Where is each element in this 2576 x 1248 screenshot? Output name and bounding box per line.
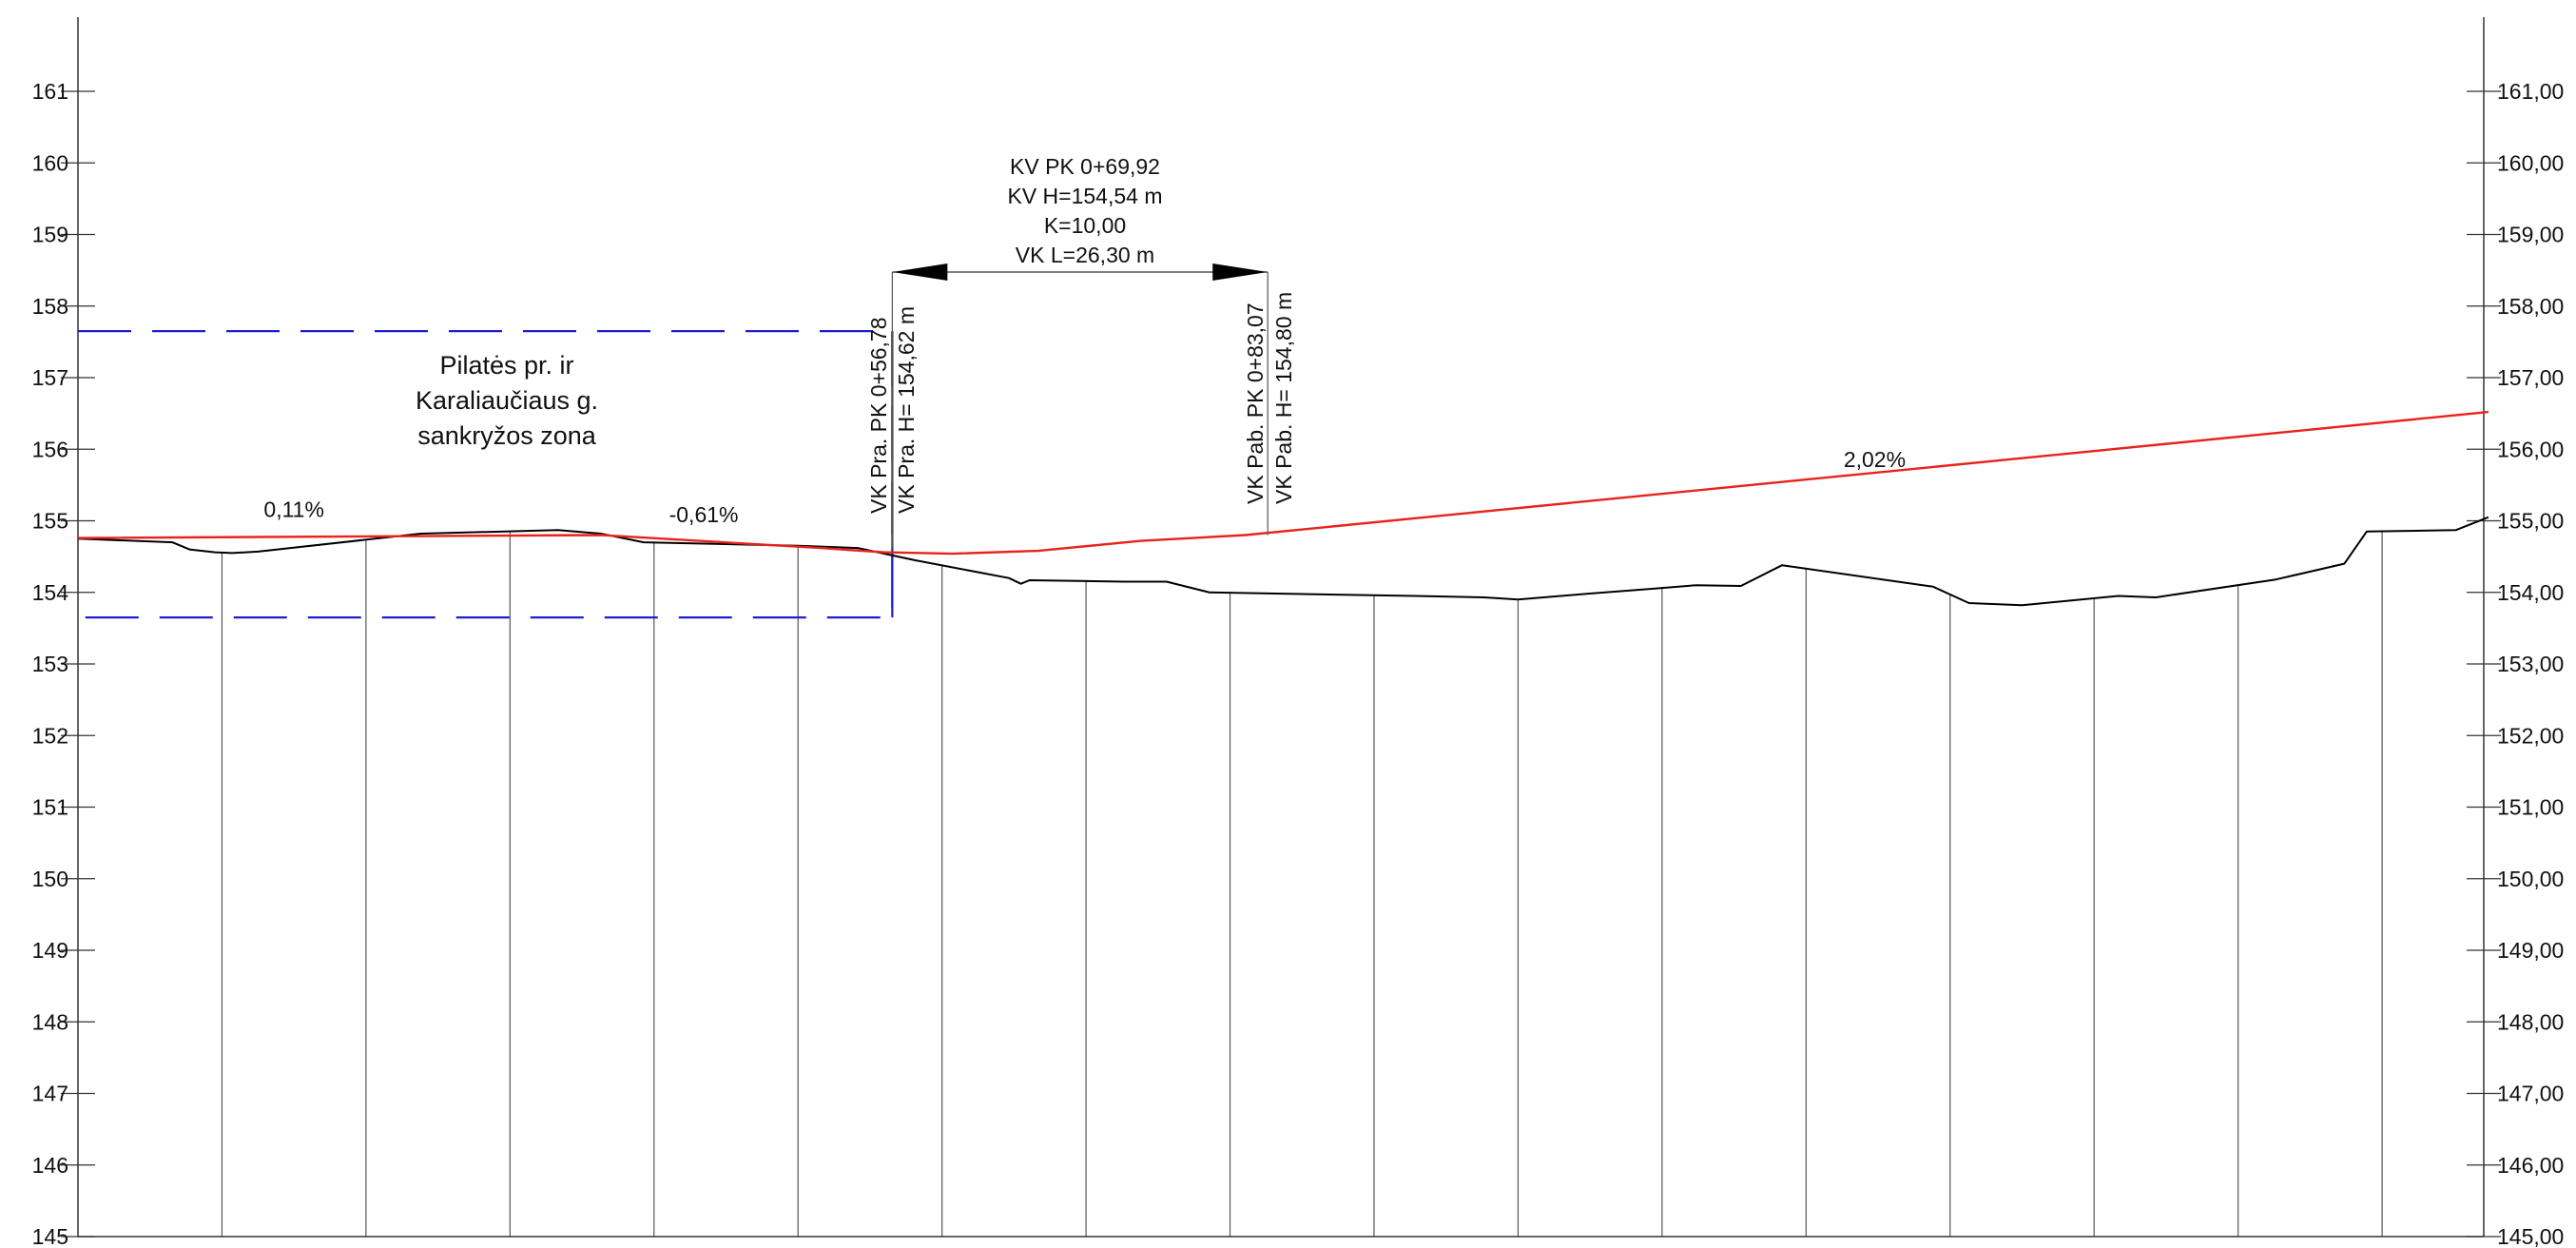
zone-label-line-1: Pilatės pr. ir <box>439 351 573 380</box>
left-tick-label: 147 <box>32 1082 68 1106</box>
left-tick-label: 146 <box>32 1153 68 1178</box>
left-tick-label: 156 <box>32 437 68 461</box>
zone-boundary-dashed <box>78 329 894 619</box>
curve-info-line-1: KV PK 0+69,92 <box>1010 154 1160 179</box>
station-grid <box>221 531 2383 1237</box>
grade-labels: 0,11% -0,61% 2,02% <box>263 447 1906 527</box>
left-tick-label: 153 <box>32 652 68 676</box>
axes: 145 146 147 148 149 150 151 152 153 154 155 156 157 1… <box>32 17 2564 1248</box>
left-tick-label: 161 <box>32 79 68 104</box>
left-tick-label: 158 <box>32 294 68 319</box>
dimension-arrow-left <box>892 263 948 281</box>
curve-start-station-label: VK Pra. PK 0+56,78 <box>866 318 891 515</box>
left-tick-label: 159 <box>32 223 68 247</box>
curve-info-line-2: KV H=154,54 m <box>1007 184 1162 208</box>
right-tick-label: 149,00 <box>2497 938 2564 963</box>
right-tick-label: 156,00 <box>2497 437 2564 461</box>
grade-label: -0,61% <box>669 502 739 527</box>
right-tick-label: 152,00 <box>2497 723 2564 748</box>
grade-label: 2,02% <box>1844 447 1906 472</box>
left-tick-label: 150 <box>32 867 68 891</box>
right-tick-label: 151,00 <box>2497 795 2564 820</box>
existing-ground-line <box>77 516 2489 607</box>
profile-lines <box>77 410 2489 607</box>
vertical-curve-annotation: KV PK 0+69,92 KV H=154,54 m K=10,00 VK L… <box>866 154 1296 549</box>
left-tick-label: 157 <box>32 365 68 390</box>
right-tick-label: 155,00 <box>2497 509 2564 534</box>
design-grade-line <box>77 410 2489 556</box>
curve-info-line-4: VK L=26,30 m <box>1016 243 1154 267</box>
left-tick-label: 154 <box>32 580 69 605</box>
right-tick-label: 161,00 <box>2497 79 2564 104</box>
right-tick-label: 160,00 <box>2497 150 2564 175</box>
left-tick-label: 148 <box>32 1009 68 1034</box>
zone-label-line-3: sankryžos zona <box>417 421 597 450</box>
left-tick-label: 145 <box>32 1224 68 1248</box>
right-tick-label: 150,00 <box>2497 867 2564 891</box>
right-tick-label: 159,00 <box>2497 223 2564 247</box>
intersection-zone: Pilatės pr. ir Karaliaučiaus g. sankryžo… <box>78 329 894 619</box>
left-tick-label: 155 <box>32 509 68 534</box>
curve-end-elevation-label: VK Pab. H= 154,80 m <box>1271 292 1296 504</box>
dimension-arrow-right <box>1212 263 1269 281</box>
right-tick-label: 158,00 <box>2497 294 2564 319</box>
right-tick-label: 147,00 <box>2497 1082 2564 1106</box>
grade-label: 0,11% <box>263 497 324 522</box>
right-tick-label: 153,00 <box>2497 652 2564 676</box>
left-tick-label: 152 <box>32 723 68 748</box>
right-tick-label: 146,00 <box>2497 1153 2564 1178</box>
left-tick-label: 151 <box>32 795 68 820</box>
left-tick-label: 149 <box>32 938 68 963</box>
curve-start-elevation-label: VK Pra. H= 154,62 m <box>894 306 919 514</box>
right-tick-label: 157,00 <box>2497 365 2564 390</box>
right-tick-label: 154,00 <box>2497 580 2564 605</box>
right-tick-label: 145,00 <box>2497 1224 2564 1248</box>
curve-end-station-label: VK Pab. PK 0+83,07 <box>1243 302 1268 504</box>
right-tick-label: 148,00 <box>2497 1009 2564 1034</box>
curve-info-line-3: K=10,00 <box>1044 213 1126 238</box>
zone-label-line-2: Karaliaučiaus g. <box>416 386 598 415</box>
left-tick-label: 160 <box>32 150 68 175</box>
